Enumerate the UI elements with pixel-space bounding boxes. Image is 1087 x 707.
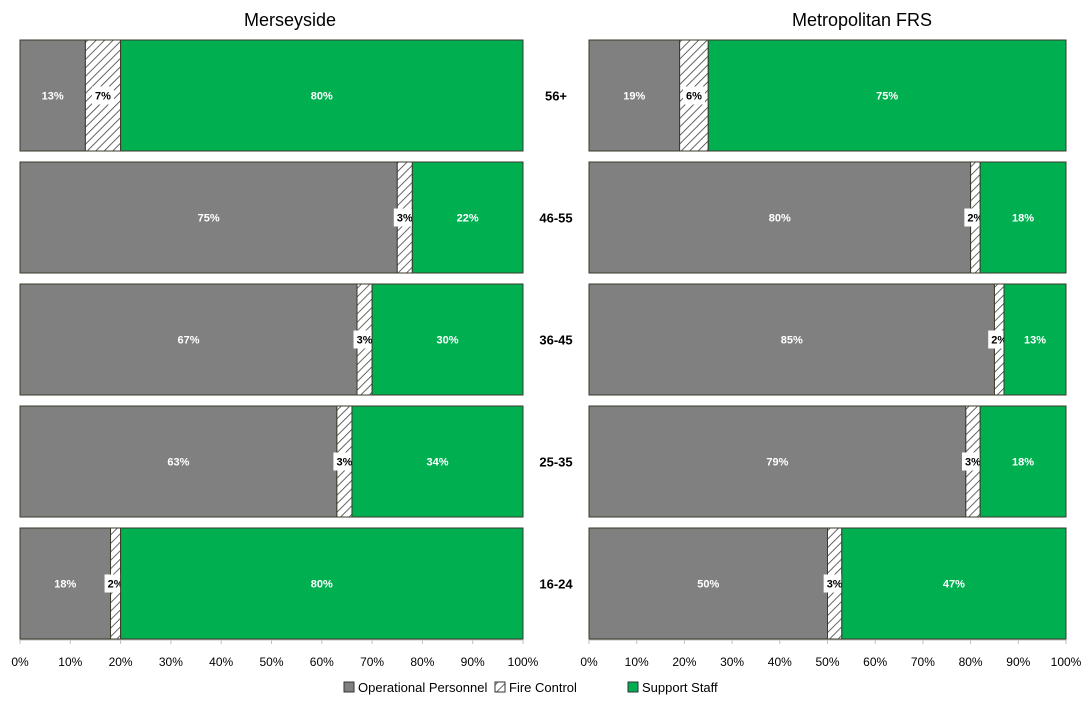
data-label-support-staff-46-55: 22%	[457, 213, 479, 225]
data-label-operational-personnel-36-45: 85%	[781, 335, 803, 347]
bar-support-staff-46-55	[411, 161, 524, 274]
data-label-operational-personnel-36-45: 67%	[177, 335, 199, 347]
data-label-fire-control-25-35: 3%	[336, 457, 352, 469]
legend-label-fire-control: Fire Control	[509, 680, 577, 695]
x-tick-label: 80%	[410, 655, 434, 669]
data-label-fire-control-16-24: 3%	[827, 579, 843, 591]
x-tick-label: 70%	[911, 655, 935, 669]
bar-support-staff-36-45	[371, 283, 524, 396]
bar-support-staff-56	[707, 39, 1067, 152]
data-label-operational-personnel-56: 19%	[623, 91, 645, 103]
bar-operational-personnel-25-35	[588, 405, 967, 518]
bar-operational-personnel-46-55	[19, 161, 398, 274]
bar-operational-personnel-36-45	[19, 283, 358, 396]
data-label-fire-control-46-55: 2%	[967, 213, 983, 225]
data-label-operational-personnel-25-35: 79%	[766, 457, 788, 469]
data-label-support-staff-36-45: 13%	[1024, 335, 1046, 347]
data-label-box	[393, 208, 416, 227]
bar-support-staff-36-45	[1003, 283, 1067, 396]
bar-operational-personnel-16-24	[588, 527, 828, 640]
data-label-support-staff-25-35: 18%	[1012, 457, 1034, 469]
legend-label-support-staff: Support Staff	[642, 680, 718, 695]
bar-operational-personnel-16-24	[19, 527, 112, 640]
bar-support-staff-46-55	[979, 161, 1067, 274]
x-tick-label: 30%	[159, 655, 183, 669]
panel-title-merseyside: Merseyside	[244, 10, 336, 30]
data-label-fire-control-16-24: 2%	[108, 579, 124, 591]
x-tick-label: 10%	[58, 655, 82, 669]
bar-operational-personnel-36-45	[588, 283, 995, 396]
x-tick-label: 90%	[461, 655, 485, 669]
data-label-box	[91, 86, 114, 105]
bar-operational-personnel-56	[588, 39, 681, 152]
x-tick-label: 100%	[1051, 655, 1082, 669]
data-label-box	[682, 86, 705, 105]
data-label-support-staff-56: 80%	[311, 91, 333, 103]
x-tick-label: 20%	[109, 655, 133, 669]
x-tick-label: 50%	[815, 655, 839, 669]
data-label-operational-personnel-16-24: 18%	[54, 579, 76, 591]
category-label-25-35: 25-35	[539, 455, 572, 470]
x-tick-label: 0%	[580, 655, 598, 669]
data-label-operational-personnel-56: 13%	[42, 91, 64, 103]
data-label-fire-control-56: 6%	[686, 91, 702, 103]
data-label-fire-control-56: 7%	[95, 91, 111, 103]
data-label-box	[333, 452, 356, 471]
x-tick-label: 50%	[259, 655, 283, 669]
bar-support-staff-16-24	[841, 527, 1067, 640]
data-label-support-staff-46-55: 18%	[1012, 213, 1034, 225]
data-label-operational-personnel-46-55: 75%	[198, 213, 220, 225]
data-label-operational-personnel-46-55: 80%	[769, 213, 791, 225]
x-tick-label: 30%	[720, 655, 744, 669]
data-label-box	[353, 330, 376, 349]
data-label-fire-control-36-45: 3%	[357, 335, 373, 347]
x-tick-label: 90%	[1006, 655, 1030, 669]
bar-support-staff-56	[120, 39, 524, 152]
legend-swatch-operational-personnel	[343, 681, 355, 693]
x-tick-label: 10%	[625, 655, 649, 669]
x-tick-label: 60%	[310, 655, 334, 669]
data-label-fire-control-46-55: 3%	[397, 213, 413, 225]
legend-label-operational-personnel: Operational Personnel	[358, 680, 487, 695]
x-tick-label: 40%	[768, 655, 792, 669]
x-tick-label: 20%	[672, 655, 696, 669]
x-tick-label: 0%	[11, 655, 29, 669]
x-tick-label: 80%	[959, 655, 983, 669]
panel-title-metropolitan-frs: Metropolitan FRS	[792, 10, 932, 30]
x-tick-label: 60%	[863, 655, 887, 669]
bar-support-staff-25-35	[351, 405, 524, 518]
category-label-56: 56+	[545, 89, 567, 104]
data-label-support-staff-16-24: 80%	[311, 579, 333, 591]
data-label-support-staff-56: 75%	[876, 91, 898, 103]
data-label-operational-personnel-25-35: 63%	[167, 457, 189, 469]
bar-operational-personnel-56	[19, 39, 86, 152]
data-label-box	[823, 574, 846, 593]
bar-operational-personnel-46-55	[588, 161, 972, 274]
x-tick-label: 40%	[209, 655, 233, 669]
data-label-support-staff-16-24: 47%	[943, 579, 965, 591]
legend-swatch-support-staff	[627, 681, 639, 693]
x-tick-label: 100%	[508, 655, 539, 669]
legend-swatch-fire-control	[494, 681, 506, 693]
category-label-16-24: 16-24	[539, 577, 573, 592]
bar-support-staff-25-35	[979, 405, 1067, 518]
data-label-fire-control-25-35: 3%	[965, 457, 981, 469]
data-label-support-staff-36-45: 30%	[437, 335, 459, 347]
data-label-operational-personnel-16-24: 50%	[697, 579, 719, 591]
category-label-36-45: 36-45	[539, 333, 572, 348]
data-label-support-staff-25-35: 34%	[426, 457, 448, 469]
category-label-46-55: 46-55	[539, 211, 572, 226]
data-label-box	[961, 452, 984, 471]
x-tick-label: 70%	[360, 655, 384, 669]
bar-support-staff-16-24	[120, 527, 524, 640]
data-label-fire-control-36-45: 2%	[991, 335, 1007, 347]
